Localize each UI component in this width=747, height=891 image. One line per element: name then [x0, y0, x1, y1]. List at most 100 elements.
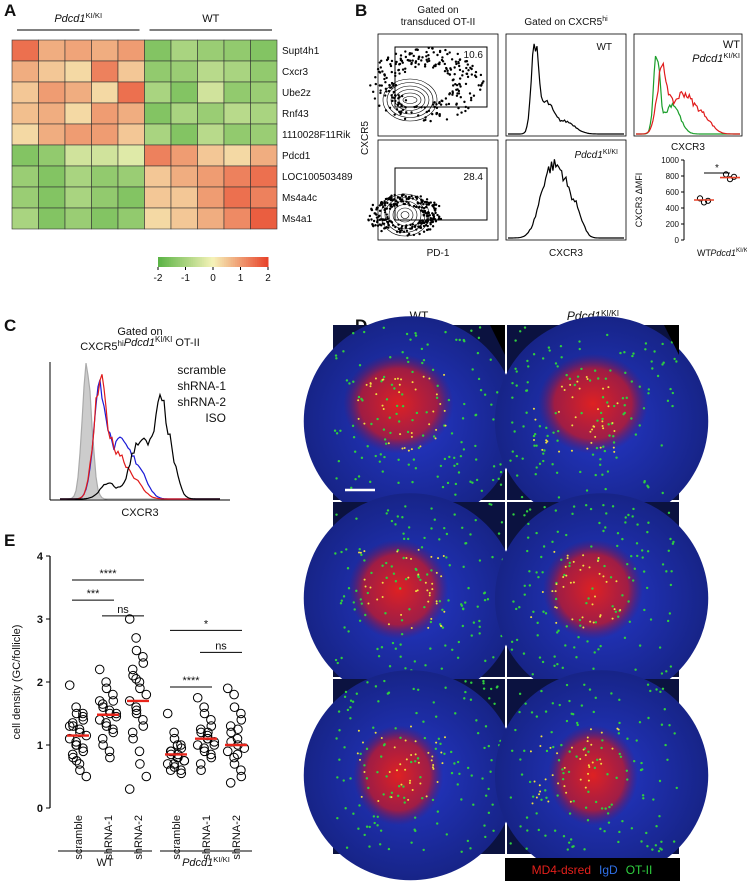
event-dot [385, 90, 388, 93]
cell-dot [549, 746, 552, 749]
cell-dot [579, 624, 582, 627]
cell-dot [427, 600, 430, 603]
y-tick-label: 400 [666, 204, 680, 213]
cell-dot [615, 580, 618, 583]
event-dot [451, 84, 455, 87]
cell-dot [401, 516, 404, 519]
cell-dot [523, 584, 526, 587]
cell-dot [500, 521, 504, 524]
heatmap-cell [250, 123, 278, 146]
cell-dot [357, 399, 360, 402]
data-point [138, 658, 149, 668]
data-point [101, 718, 111, 728]
data-point [68, 752, 78, 763]
heatmap-cell [117, 60, 145, 83]
cell-dot [360, 795, 363, 798]
cell-dot [420, 347, 424, 351]
data-point [101, 683, 112, 694]
cell-dot [659, 847, 662, 850]
heatmap-cell [64, 102, 92, 125]
event-dot [389, 62, 392, 66]
plot-frame [633, 33, 743, 137]
colorbar-step [158, 257, 161, 267]
cell-dot [431, 798, 435, 802]
cell-dot [385, 576, 388, 580]
event-dot [395, 60, 398, 64]
heatmap-cell [170, 207, 198, 230]
event-dot [410, 111, 413, 114]
event-dot [466, 75, 470, 79]
cell-dot [497, 532, 501, 535]
cell-dot [337, 459, 341, 463]
cell-dot [568, 377, 572, 381]
cell-dot [397, 784, 401, 788]
cell-dot [443, 610, 446, 613]
cell-dot [602, 503, 605, 507]
cell-dot [487, 744, 491, 748]
event-dot [393, 113, 396, 116]
cell-dot [521, 457, 524, 460]
cell-dot [432, 410, 435, 413]
group-label: WT [96, 857, 113, 869]
cell-dot [411, 480, 414, 484]
cell-dot [536, 621, 539, 625]
cell-dot [461, 526, 464, 529]
event-dot [389, 203, 392, 206]
colorbar-step [169, 257, 172, 267]
heatmap-cell [144, 60, 172, 83]
event-dot [455, 83, 459, 87]
cell-dot [572, 581, 575, 584]
cell-dot [436, 780, 439, 783]
event-dot [423, 200, 427, 204]
histogram-curve [508, 43, 624, 135]
cell-dot [615, 456, 618, 459]
panel-label: A [4, 1, 16, 20]
data-point [169, 733, 180, 744]
cell-dot [589, 507, 593, 511]
cell-dot [565, 533, 568, 537]
cell-dot [599, 458, 602, 461]
heatmap-cell [170, 39, 198, 62]
cell-dot [543, 449, 546, 452]
significance-label: *** [87, 588, 101, 600]
cell-dot [425, 795, 428, 798]
event-dot [434, 207, 437, 211]
data-point [108, 724, 118, 735]
cell-dot [590, 441, 593, 444]
colorbar-step [207, 257, 210, 267]
cell-dot [457, 640, 461, 644]
event-dot [425, 110, 429, 114]
cell-dot [478, 619, 481, 623]
event-dot [398, 96, 401, 99]
cell-dot [389, 356, 392, 359]
event-dot [446, 52, 449, 56]
cell-dot [579, 757, 582, 760]
cell-dot [582, 748, 585, 751]
event-dot [390, 94, 393, 97]
cell-dot [410, 841, 413, 844]
data-point [131, 702, 141, 713]
cell-dot [523, 326, 527, 329]
cell-dot [383, 455, 386, 459]
cell-dot [357, 417, 360, 420]
data-point [68, 721, 78, 731]
y-tick-label: 0 [675, 236, 680, 245]
cell-dot [587, 772, 590, 775]
cell-dot [352, 380, 355, 383]
cell-dot [532, 434, 536, 438]
cell-dot [419, 578, 422, 582]
data-point [232, 733, 243, 744]
cell-dot [588, 379, 592, 382]
data-point [229, 752, 239, 763]
data-point [104, 746, 115, 757]
cell-dot [669, 387, 672, 391]
event-dot [437, 204, 441, 208]
event-dot [376, 218, 379, 222]
data-point [134, 677, 145, 687]
event-dot [404, 55, 408, 59]
gene-label: Cxcr3 [282, 67, 309, 78]
cell-dot [630, 827, 634, 830]
event-dot [411, 197, 415, 200]
cell-dot [474, 458, 478, 461]
data-point [141, 689, 152, 700]
